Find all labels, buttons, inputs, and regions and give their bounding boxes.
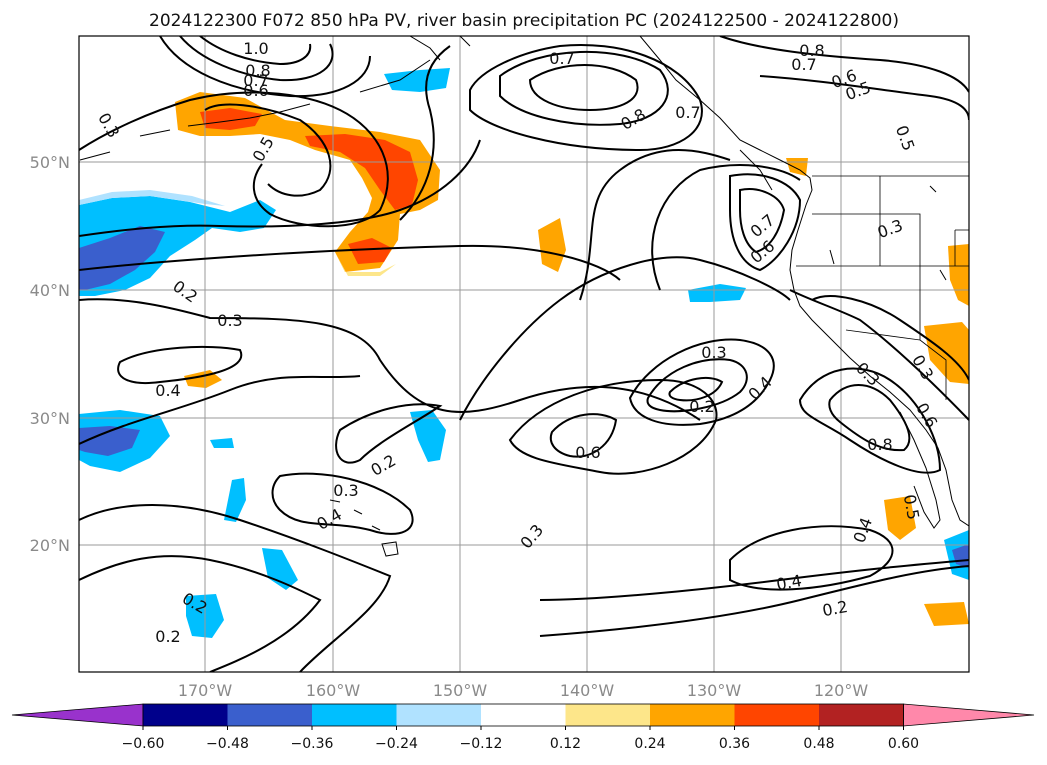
- precip-negative-region: [688, 284, 746, 302]
- colorbar: −0.60 −0.48 −0.36 −0.24 −0.12 0.12 0.24 0.36 0.4…: [11, 703, 1035, 752]
- latitude-labels: 50°N 40°N 30°N 20°N: [30, 153, 70, 555]
- contour-label: 0.2: [821, 597, 849, 620]
- colorbar-segment: [312, 704, 397, 726]
- colorbar-tick-label: −0.24: [375, 736, 418, 752]
- colorbar-segment: [396, 704, 482, 726]
- contour-label: 0.7: [791, 55, 816, 74]
- colorbar-segment: [819, 704, 904, 726]
- aleutian-islands: [79, 59, 431, 161]
- contour-label: 0.6: [243, 81, 268, 100]
- contour-label: 0.6: [575, 443, 600, 462]
- colorbar-tick-label: −0.12: [460, 736, 503, 752]
- contour-label: 0.7: [243, 71, 268, 90]
- contour-label: 0.8: [799, 41, 824, 60]
- precip-negative-region: [262, 548, 298, 590]
- precip-negative-light: [79, 190, 225, 206]
- colorbar-tick-label: 0.48: [803, 736, 834, 752]
- lat-label: 50°N: [30, 153, 70, 172]
- colorbar-tick-label: 0.12: [550, 736, 581, 752]
- lat-label: 40°N: [30, 281, 70, 300]
- colorbar-tick-label: −0.48: [206, 736, 249, 752]
- colorbar-segment: [565, 704, 651, 726]
- contour-label: 0.3: [217, 311, 242, 330]
- colorbar-tick-label: 0.60: [888, 736, 919, 752]
- contour-label: 0.3: [333, 481, 358, 500]
- precip-positive-region-strong: [348, 238, 392, 264]
- colorbar-extend-max: [903, 703, 1035, 727]
- precip-positive-region-strong: [305, 134, 418, 210]
- lon-label: 170°W: [178, 681, 233, 700]
- colorbar-tick-label: 0.36: [719, 736, 750, 752]
- precip-negative-region: [224, 478, 246, 522]
- precip-negative-region-strong: [79, 226, 165, 290]
- north-america-coast: [639, 36, 969, 527]
- colorbar-segment: [481, 704, 566, 726]
- colorbar-tick-label: −0.36: [291, 736, 334, 752]
- pv-contours: [79, 36, 969, 672]
- lon-label: 120°W: [814, 681, 869, 700]
- contour-label: 0.4: [155, 381, 180, 400]
- colorbar-extend-min: [11, 703, 144, 727]
- map-content: 1.0 0.8 0.7 0.6 0.3 0.5 0.2 0.3 0.4 0.7 …: [79, 36, 969, 672]
- contour-labels: 1.0 0.8 0.7 0.6 0.3 0.5 0.2 0.3 0.4 0.7 …: [94, 39, 941, 646]
- lat-label: 20°N: [30, 536, 70, 555]
- lon-label: 140°W: [560, 681, 615, 700]
- colorbar-tick-label: −0.60: [122, 736, 165, 752]
- colorbar-tick-label: 0.24: [634, 736, 665, 752]
- precip-positive-region: [538, 218, 566, 272]
- coastlines: [79, 36, 969, 557]
- graticule: [79, 36, 969, 672]
- lon-label: 150°W: [433, 681, 488, 700]
- lon-label: 160°W: [306, 681, 361, 700]
- precip-negative-region-strong: [79, 426, 140, 456]
- precip-negative-region: [410, 410, 446, 462]
- map-title: 2024122300 F072 850 hPa PV, river basin …: [149, 11, 899, 31]
- lon-label: 130°W: [687, 681, 742, 700]
- precip-positive-region: [884, 496, 916, 540]
- map-background: [79, 36, 969, 672]
- contour-label: 0.8: [867, 435, 892, 454]
- hawaii-islands: [329, 499, 399, 557]
- precip-positive-region: [924, 602, 969, 626]
- contour-label: 1.0: [243, 39, 268, 58]
- colorbar-segment: [650, 704, 735, 726]
- contour-label: 0.8: [245, 61, 270, 80]
- colorbar-frame: [142, 703, 904, 727]
- precip-negative-region: [210, 438, 234, 448]
- precip-negative-region: [384, 68, 450, 92]
- bc-islands: [739, 149, 947, 281]
- map-frame: [78, 35, 970, 673]
- contour-label: 0.7: [549, 49, 574, 68]
- contour-label: 0.4: [775, 571, 803, 594]
- contour-label: 0.7: [675, 103, 700, 122]
- lat-label: 30°N: [30, 409, 70, 428]
- precip-positive-region-strong: [200, 108, 262, 130]
- state-borders: [796, 176, 969, 400]
- baja-coast: [899, 411, 941, 529]
- alaska-coast: [409, 36, 471, 61]
- colorbar-segment: [227, 704, 313, 726]
- longitude-labels: 170°W 160°W 150°W 140°W 130°W 120°W: [178, 681, 869, 700]
- contour-label: 0.3: [701, 343, 726, 362]
- contour-label: 0.2: [689, 397, 714, 416]
- colorbar-segment: [143, 704, 228, 726]
- contour-label: 0.5: [900, 493, 923, 521]
- colorbar-segment: [734, 704, 820, 726]
- contour-label: 0.2: [155, 627, 180, 646]
